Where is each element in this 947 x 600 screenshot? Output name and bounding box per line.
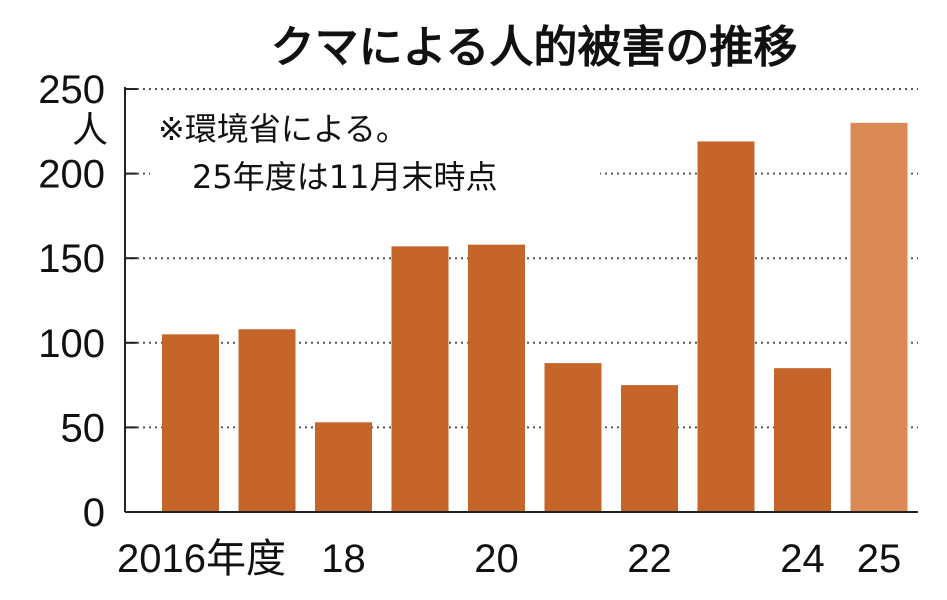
note-line-2: 25年度は11月末時点 xyxy=(192,158,497,196)
y-tick-label: 100 xyxy=(38,322,105,366)
chart-title: クマによる人的被害の推移 xyxy=(271,22,798,73)
x-tick-label: 24 xyxy=(780,537,825,581)
bar-2017 xyxy=(238,329,296,512)
y-tick-label: 250 xyxy=(38,68,105,112)
bar-2019 xyxy=(391,246,449,512)
bar-2020 xyxy=(468,244,525,512)
bar-2022 xyxy=(621,385,678,512)
note-background xyxy=(150,102,600,202)
bar-2023 xyxy=(697,141,755,512)
bar-2018 xyxy=(315,422,372,512)
bar-2025 xyxy=(850,122,908,512)
y-tick-label: 0 xyxy=(83,491,105,535)
y-axis-unit: 人 xyxy=(72,109,108,150)
x-tick-label: 25 xyxy=(857,537,902,581)
bar-2021 xyxy=(544,363,602,512)
bar-2024 xyxy=(774,368,831,512)
y-tick-label: 50 xyxy=(61,406,106,450)
x-tick-label: 2016年度 xyxy=(117,537,286,581)
x-tick-label: 20 xyxy=(474,537,519,581)
y-tick-label: 200 xyxy=(38,153,105,197)
bar-2016 xyxy=(162,334,219,512)
x-tick-label: 22 xyxy=(627,537,672,581)
y-tick-label: 150 xyxy=(38,237,105,281)
x-tick-label: 18 xyxy=(321,537,366,581)
note-line-1: ※環境省による。 xyxy=(158,110,408,148)
